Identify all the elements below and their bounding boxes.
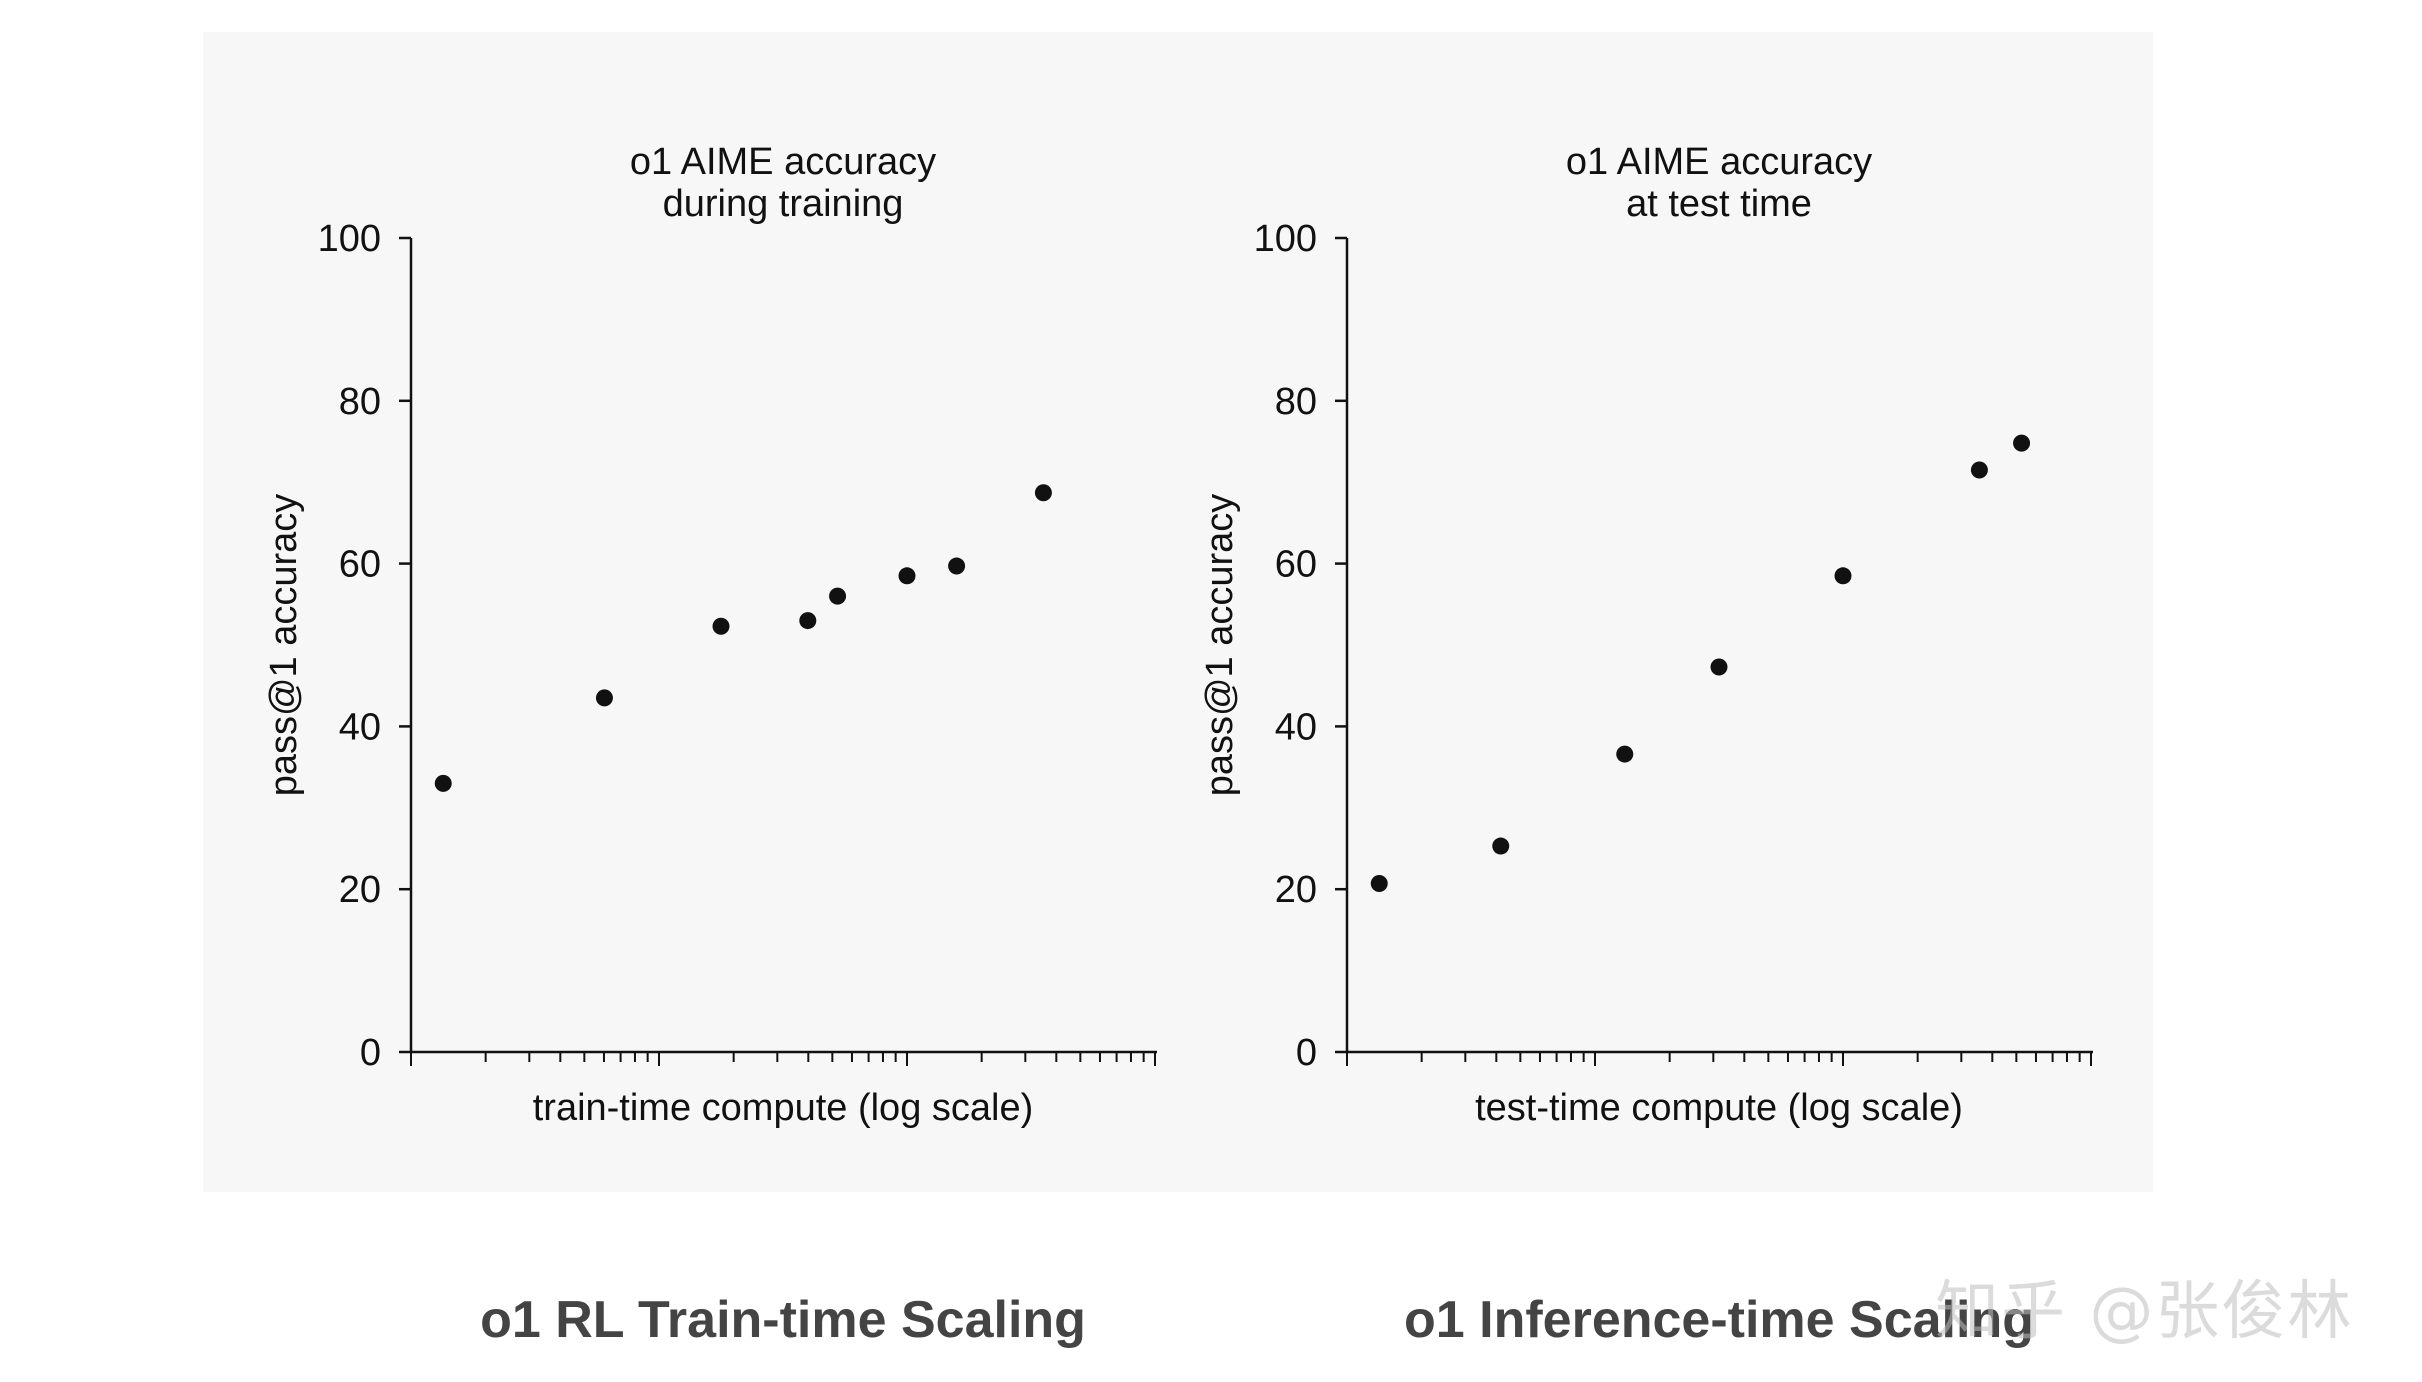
y-tick-label-train-80: 80 bbox=[339, 381, 381, 423]
y-tick-label-train-20: 20 bbox=[339, 869, 381, 911]
chart-title-test-line-1: o1 AIME accuracy bbox=[1566, 141, 1872, 183]
data-point-test-3 bbox=[1616, 745, 1634, 763]
y-axis-label-train: pass@1 accuracy bbox=[263, 494, 305, 797]
data-point-train-1 bbox=[434, 774, 452, 792]
data-point-test-2 bbox=[1492, 837, 1510, 855]
data-point-test-5 bbox=[1834, 567, 1852, 585]
y-axis-label-test: pass@1 accuracy bbox=[1199, 494, 1241, 797]
chart-title-train-line-2: during training bbox=[663, 183, 904, 225]
caption-train-time-scaling: o1 RL Train-time Scaling bbox=[480, 1291, 1086, 1349]
data-point-train-7 bbox=[948, 557, 966, 575]
data-point-train-4 bbox=[799, 612, 817, 630]
data-point-test-4 bbox=[1710, 658, 1728, 676]
chart-title-test-line-2: at test time bbox=[1626, 183, 1812, 225]
data-point-train-3 bbox=[712, 617, 730, 635]
y-tick-label-test-60: 60 bbox=[1275, 544, 1317, 586]
chart-panel-background bbox=[203, 32, 2153, 1192]
y-tick-label-train-40: 40 bbox=[339, 706, 381, 748]
data-point-train-5 bbox=[829, 587, 847, 605]
y-tick-label-test-100: 100 bbox=[1254, 218, 1317, 260]
data-point-train-8 bbox=[1034, 484, 1052, 502]
x-axis-label-train: train-time compute (log scale) bbox=[533, 1087, 1034, 1129]
data-point-test-1 bbox=[1370, 875, 1388, 893]
y-tick-label-test-80: 80 bbox=[1275, 381, 1317, 423]
data-point-test-7 bbox=[2013, 434, 2031, 452]
data-point-train-2 bbox=[595, 689, 613, 707]
y-tick-label-train-100: 100 bbox=[318, 218, 381, 260]
caption-inference-time-scaling: o1 Inference-time Scaling bbox=[1404, 1291, 2034, 1349]
y-tick-label-train-0: 0 bbox=[360, 1032, 381, 1074]
x-axis-label-test: test-time compute (log scale) bbox=[1475, 1087, 1963, 1129]
y-tick-label-train-60: 60 bbox=[339, 544, 381, 586]
y-tick-label-test-0: 0 bbox=[1296, 1032, 1317, 1074]
chart-title-train-line-1: o1 AIME accuracy bbox=[630, 141, 936, 183]
data-point-train-6 bbox=[898, 567, 916, 585]
watermark: 知乎 @张俊林 bbox=[1935, 1275, 2354, 1349]
data-point-test-6 bbox=[1970, 461, 1988, 479]
y-tick-label-test-40: 40 bbox=[1275, 706, 1317, 748]
y-tick-label-test-20: 20 bbox=[1275, 869, 1317, 911]
